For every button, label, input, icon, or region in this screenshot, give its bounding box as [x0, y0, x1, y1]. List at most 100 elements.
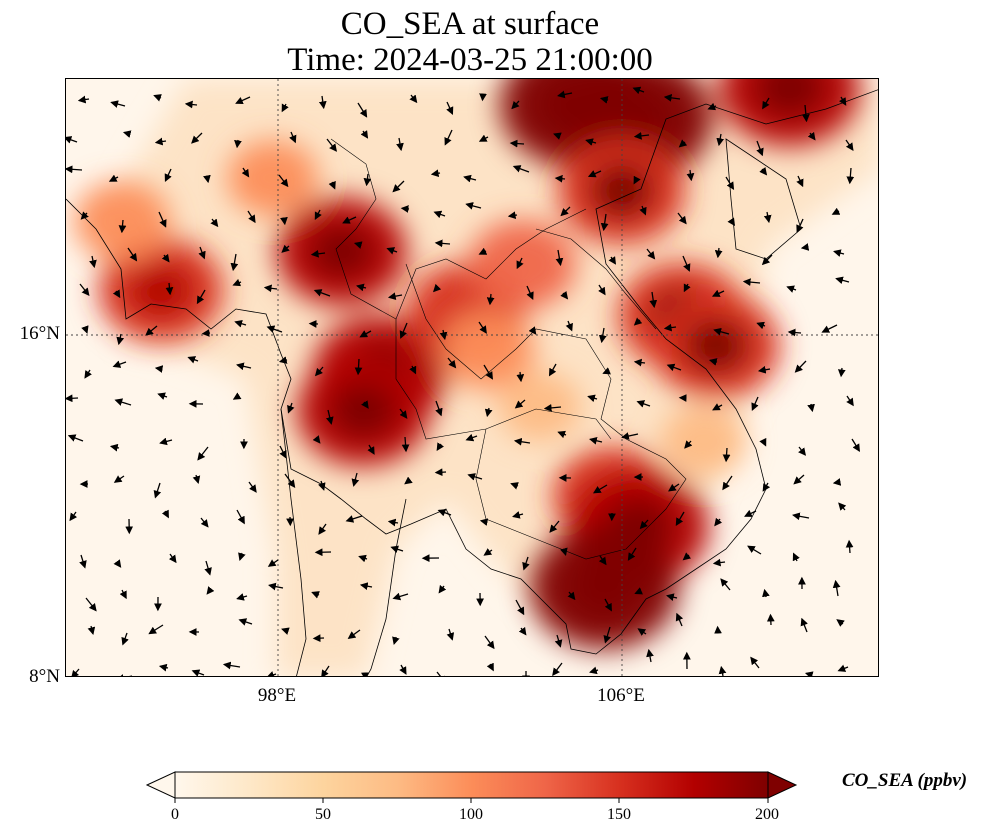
wind-arrow	[113, 475, 125, 483]
wind-arrow	[232, 392, 242, 400]
wind-arrow	[666, 593, 678, 601]
wind-arrow	[80, 211, 89, 220]
wind-arrow	[762, 482, 771, 492]
wind-arrow	[263, 284, 278, 293]
wind-arrow	[555, 249, 564, 267]
wind-arrow	[600, 213, 609, 232]
co-hotspot-core	[754, 79, 825, 117]
wind-arrow	[833, 249, 845, 257]
wind-arrow	[108, 174, 119, 182]
wind-arrow	[354, 358, 363, 376]
wind-arrow	[67, 434, 84, 442]
wind-arrow	[312, 435, 321, 444]
wind-arrow	[554, 634, 563, 648]
wind-arrow	[725, 176, 735, 191]
wind-vectors	[66, 86, 860, 676]
wind-arrow	[707, 102, 717, 111]
lat-label-8n: 8°N	[29, 666, 60, 687]
wind-arrow	[153, 94, 162, 102]
wind-arrow	[278, 356, 288, 364]
wind-arrow	[720, 578, 731, 591]
wind-arrow	[191, 132, 203, 144]
wind-arrow	[565, 320, 573, 332]
wind-arrow	[608, 256, 617, 265]
wind-arrow	[796, 175, 804, 188]
wind-arrow	[241, 167, 250, 178]
wind-arrow	[278, 174, 289, 188]
wind-arrow	[118, 219, 127, 234]
wind-arrow	[627, 547, 637, 561]
wind-arrow	[444, 129, 453, 146]
country-borders	[330, 138, 687, 560]
wind-arrow	[621, 432, 639, 440]
wind-arrow	[722, 447, 731, 463]
wind-arrow	[836, 619, 845, 627]
wind-arrow	[663, 323, 677, 332]
co-hotspot	[227, 140, 319, 216]
wind-arrow	[439, 329, 448, 341]
wind-arrow	[318, 523, 327, 535]
wind-arrow	[66, 394, 79, 403]
wind-arrow	[238, 552, 246, 561]
wind-arrow	[289, 131, 297, 144]
wind-arrow	[157, 392, 168, 400]
wind-arrow	[164, 168, 172, 182]
wind-arrow	[326, 138, 337, 152]
wind-arrow	[528, 326, 537, 335]
wind-arrow	[761, 254, 773, 266]
wind-arrow	[589, 666, 599, 675]
wind-arrow	[353, 241, 363, 249]
wind-arrow	[110, 100, 126, 108]
wind-arrow	[479, 518, 489, 526]
wind-arrow	[197, 446, 209, 461]
wind-arrow	[727, 217, 736, 227]
wind-arrow	[553, 132, 562, 140]
colorbar-tick-200: 200	[755, 806, 779, 823]
wind-arrow	[585, 138, 597, 146]
wind-arrow	[114, 398, 132, 406]
co-hotspot	[74, 181, 170, 262]
wind-arrow	[318, 480, 326, 491]
wind-arrow	[821, 324, 838, 333]
wind-arrow	[483, 364, 493, 380]
wind-arrow	[434, 468, 447, 477]
colorbar-tick-100: 100	[459, 806, 483, 823]
wind-arrow	[793, 474, 805, 485]
wind-arrow	[399, 408, 408, 419]
wind-arrow	[831, 207, 841, 215]
wind-arrow	[759, 437, 767, 447]
wind-arrow	[486, 293, 495, 306]
wind-arrow	[589, 436, 603, 445]
wind-arrow	[287, 402, 295, 414]
wind-arrow	[837, 664, 849, 672]
wind-arrow	[145, 325, 158, 336]
wind-arrow	[116, 333, 125, 346]
wind-arrow	[796, 218, 804, 233]
wind-arrow	[206, 586, 215, 595]
map-canvas	[66, 79, 878, 676]
wind-arrow	[512, 511, 524, 519]
wind-arrow	[516, 257, 524, 270]
wind-arrow	[392, 636, 400, 645]
wind-arrow	[682, 255, 691, 272]
wind-arrow	[404, 476, 413, 485]
wind-arrow	[479, 93, 487, 102]
wind-arrow	[267, 559, 279, 567]
wind-arrow	[663, 93, 681, 102]
wind-arrow	[675, 511, 685, 527]
wind-arrow	[649, 291, 658, 309]
wind-arrow	[678, 139, 688, 148]
wind-arrow	[122, 130, 132, 138]
wind-arrow	[668, 483, 680, 492]
wind-arrow	[436, 671, 447, 676]
wind-arrow	[483, 548, 493, 556]
wind-arrow	[747, 545, 762, 555]
wind-arrow	[311, 591, 320, 599]
wind-arrow	[567, 591, 576, 601]
wind-arrow	[66, 136, 78, 144]
wind-arrow	[386, 247, 398, 255]
wind-arrow	[192, 474, 201, 484]
wind-arrow	[800, 617, 808, 633]
wind-arrow	[718, 665, 727, 676]
wind-arrow	[363, 173, 372, 187]
